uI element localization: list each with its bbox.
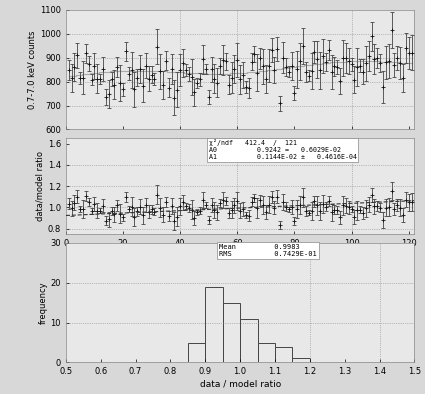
Bar [205,287,223,362]
Text: Mean         0.9983
RMS          0.7429E-01: Mean 0.9983 RMS 0.7429E-01 [219,244,317,257]
Y-axis label: 0.7-7.0 keV counts: 0.7-7.0 keV counts [28,30,37,109]
Bar [292,359,310,362]
Bar [258,342,275,362]
Bar [223,303,240,362]
Y-axis label: data/model ratio: data/model ratio [36,151,45,221]
Bar [240,319,258,362]
Text: χ²/ndf   412.4  /  121
A0          0.9242 =   0.6029E-02
A1          0.1144E-02 : χ²/ndf 412.4 / 121 A0 0.9242 = 0.6029E-0… [209,139,357,160]
X-axis label: DATA ID: DATA ID [221,249,260,259]
Bar [188,342,205,362]
Y-axis label: frequency: frequency [39,281,48,324]
X-axis label: data / model ratio: data / model ratio [199,379,281,388]
Bar [275,347,292,362]
